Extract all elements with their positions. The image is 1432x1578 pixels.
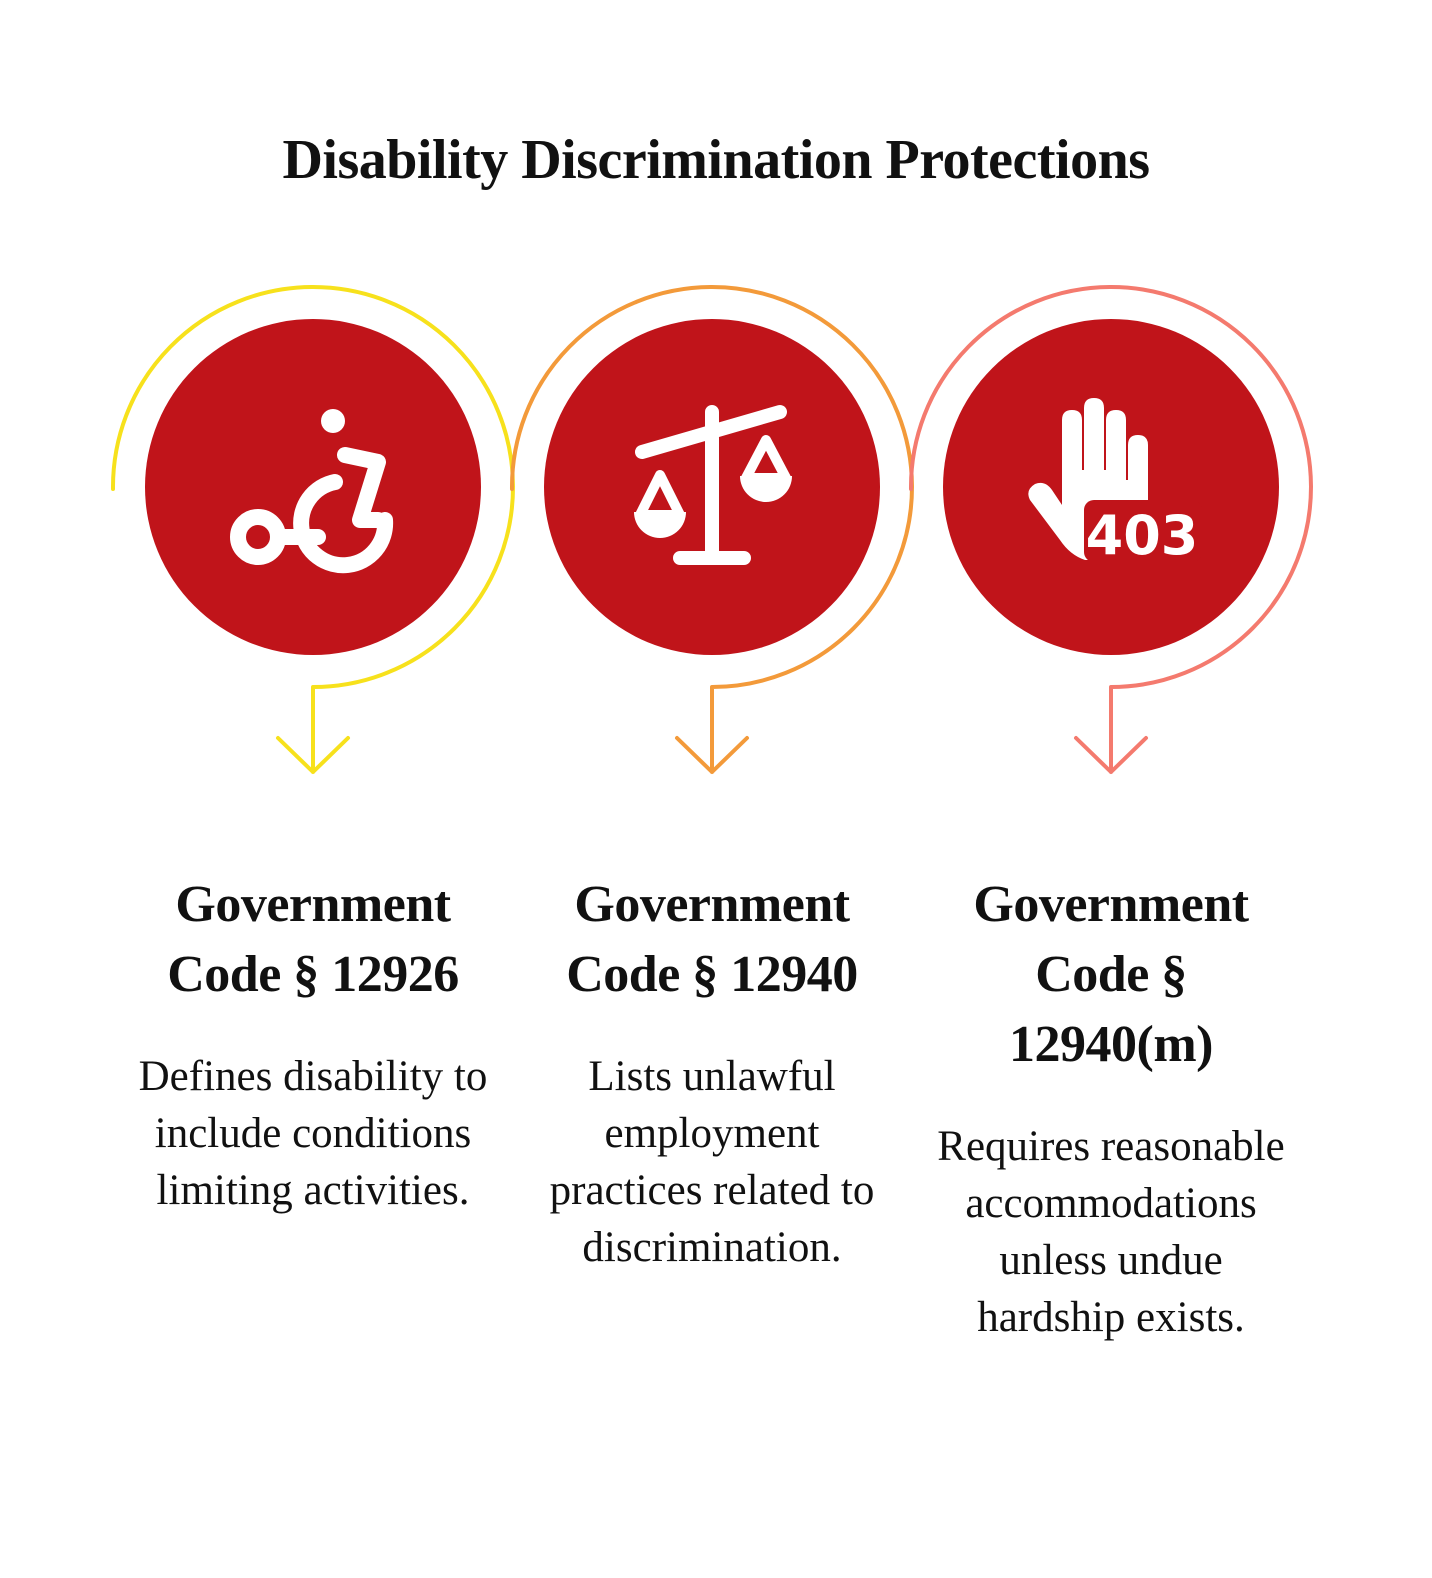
column: Government Code § 12940 Lists unlawful e… xyxy=(522,870,902,1276)
icons: 403 xyxy=(110,285,1313,774)
connector-arrow xyxy=(110,285,515,774)
heading: Government Code § 12926 xyxy=(167,876,459,1003)
connectors xyxy=(110,285,1313,774)
heading: Government Code § 12940 xyxy=(566,876,858,1003)
title: Disability Discrimination Protections xyxy=(282,129,1150,191)
badge xyxy=(1084,500,1202,562)
scales-icon xyxy=(634,405,792,565)
description: Requires reasonable accommodations unles… xyxy=(937,1123,1285,1341)
description: Lists unlawful employment practices rela… xyxy=(549,1053,875,1271)
column: Government Code § 12940(m) Requires reas… xyxy=(921,870,1301,1346)
column: Government Code § 12926 Defines disabili… xyxy=(123,870,503,1219)
icon-text: 403 xyxy=(1086,504,1199,567)
connector-arrow xyxy=(509,285,914,774)
wheelchair-icon xyxy=(230,409,394,574)
hand-icon: 403 xyxy=(1028,398,1202,567)
connector-arrow xyxy=(908,285,1313,774)
heading: Government Code § 12940(m) xyxy=(973,876,1249,1073)
description: Defines disability to include conditions… xyxy=(138,1053,488,1214)
